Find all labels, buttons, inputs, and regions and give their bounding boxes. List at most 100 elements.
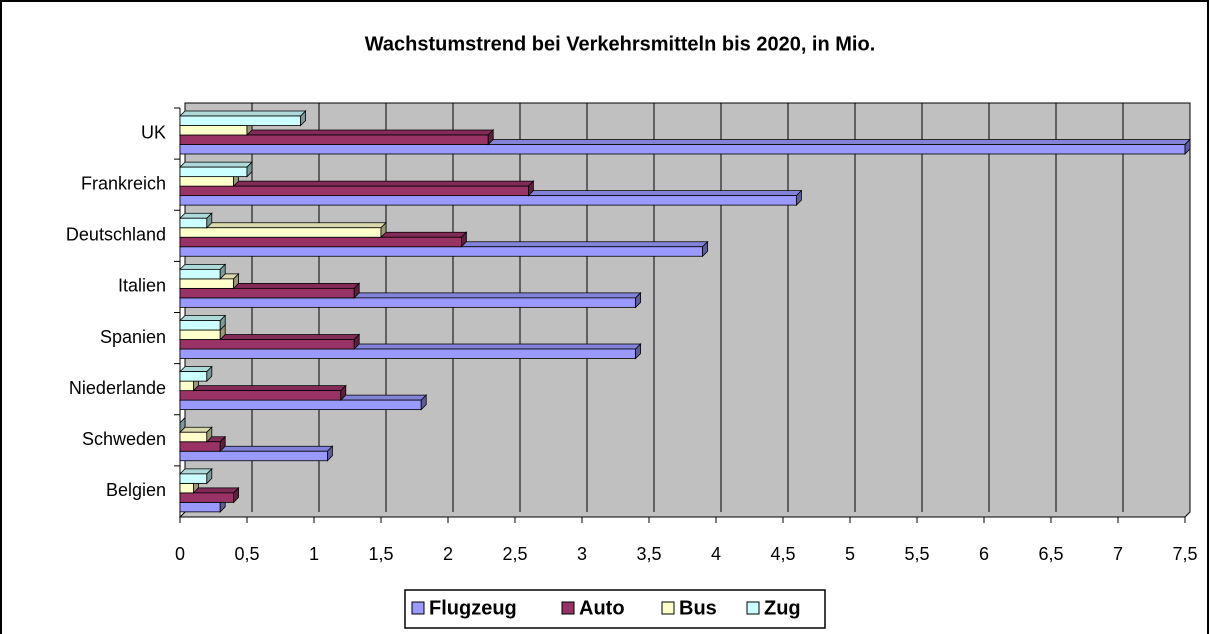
bar-front bbox=[179, 144, 1186, 155]
bar-end bbox=[380, 221, 387, 239]
bar-end bbox=[326, 445, 333, 462]
bar bbox=[179, 263, 227, 280]
bar bbox=[179, 426, 213, 443]
x-tick-label: 3 bbox=[577, 544, 587, 564]
chart-title: Wachstumstrend bei Verkehrsmitteln bis 2… bbox=[365, 33, 876, 55]
x-tick-label: 5,5 bbox=[904, 544, 929, 564]
legend: Flugzeug Auto Bus Zug bbox=[411, 597, 801, 619]
bar-front bbox=[179, 278, 234, 289]
bar-end bbox=[206, 467, 213, 485]
bar-front bbox=[179, 371, 208, 382]
bar bbox=[179, 365, 213, 383]
bar-top bbox=[179, 110, 307, 117]
bar-front bbox=[179, 492, 234, 503]
bar bbox=[179, 110, 307, 127]
y-tick-label: Schweden bbox=[82, 429, 166, 449]
bar-front bbox=[179, 348, 637, 359]
bar-front bbox=[179, 115, 301, 126]
bar-front bbox=[179, 125, 248, 136]
legend-swatch bbox=[411, 601, 425, 615]
legend-swatch bbox=[561, 601, 575, 615]
bar-end bbox=[219, 435, 226, 453]
bar-front bbox=[179, 320, 221, 331]
bar-front bbox=[179, 287, 355, 299]
legend-label: Flugzeug bbox=[429, 597, 517, 619]
x-tick-label: 5 bbox=[845, 544, 855, 564]
x-tick-label: 7,5 bbox=[1172, 544, 1197, 564]
bar-front bbox=[179, 166, 248, 178]
y-tick-label: Niederlande bbox=[69, 378, 166, 398]
bar-front bbox=[179, 227, 382, 238]
bar-end bbox=[528, 180, 534, 197]
x-tick-label: 2 bbox=[443, 544, 453, 564]
y-tick-label: Belgien bbox=[106, 480, 166, 500]
bar-front bbox=[179, 297, 637, 308]
bar-top bbox=[179, 385, 347, 392]
bar-end bbox=[300, 110, 307, 127]
bar-top bbox=[179, 315, 227, 321]
legend-swatch bbox=[746, 601, 760, 615]
bar-end bbox=[179, 416, 186, 434]
bar bbox=[179, 161, 253, 178]
y-tick-label: Italien bbox=[118, 276, 166, 296]
bar bbox=[179, 221, 387, 239]
bar-front bbox=[179, 329, 221, 340]
legend-label: Auto bbox=[579, 597, 625, 619]
bar-end bbox=[340, 384, 347, 402]
x-tick-label: 1,5 bbox=[368, 544, 393, 564]
bar-end bbox=[635, 343, 641, 360]
x-tick-label: 1 bbox=[309, 544, 319, 564]
bar bbox=[179, 416, 186, 434]
bar bbox=[179, 180, 535, 197]
bar bbox=[179, 384, 347, 402]
bar-end bbox=[460, 231, 467, 248]
bar-end bbox=[206, 212, 213, 229]
y-tick-label: Deutschland bbox=[66, 225, 166, 245]
legend-swatch bbox=[661, 601, 675, 615]
bar-front bbox=[179, 236, 462, 248]
x-tick-label: 0 bbox=[175, 544, 185, 564]
bar-end bbox=[635, 291, 641, 309]
bar-end bbox=[219, 263, 226, 280]
bar-end bbox=[702, 240, 708, 258]
bar-front bbox=[179, 473, 208, 484]
bar-end bbox=[206, 365, 213, 383]
bar-front bbox=[179, 431, 208, 443]
bar-end bbox=[206, 426, 213, 443]
legend-label: Bus bbox=[679, 597, 717, 619]
bar-front bbox=[179, 134, 489, 145]
bar-front bbox=[179, 339, 355, 350]
plot-area: 0 0,5 1 1,5 2 2,5 3 3,5 4 4,5 5 5,5 6 6,5 7 7,5 UK Frankr… bbox=[66, 102, 1198, 564]
bar-end bbox=[353, 333, 360, 350]
bar bbox=[179, 333, 361, 350]
bar-front bbox=[179, 176, 234, 187]
bar-front bbox=[179, 450, 328, 462]
bar-top bbox=[179, 263, 227, 270]
y-tick-label: Frankreich bbox=[81, 173, 166, 193]
bar-end bbox=[353, 282, 360, 299]
bar-end bbox=[246, 161, 253, 178]
bar-end bbox=[233, 272, 240, 290]
bar-front bbox=[179, 482, 194, 494]
x-tick-label: 2,5 bbox=[502, 544, 527, 564]
bar-front bbox=[179, 399, 422, 411]
bar-front bbox=[179, 501, 221, 513]
y-tick-label: Spanien bbox=[100, 327, 166, 347]
x-tick-label: 6,5 bbox=[1038, 544, 1063, 564]
bar-front bbox=[179, 268, 221, 280]
bar-end bbox=[420, 394, 427, 411]
bar-top bbox=[179, 161, 253, 168]
bar bbox=[179, 129, 495, 146]
bar-front bbox=[179, 441, 221, 452]
bar-front bbox=[179, 217, 208, 229]
x-tick-label: 3,5 bbox=[636, 544, 661, 564]
bar-end bbox=[796, 189, 802, 207]
bar-front bbox=[179, 246, 703, 257]
legend-label: Zug bbox=[764, 597, 801, 619]
x-tick-label: 7 bbox=[1113, 544, 1123, 564]
bar-end bbox=[487, 129, 494, 146]
bar bbox=[179, 212, 213, 229]
bar-front bbox=[179, 195, 797, 206]
bar-end bbox=[233, 486, 240, 504]
